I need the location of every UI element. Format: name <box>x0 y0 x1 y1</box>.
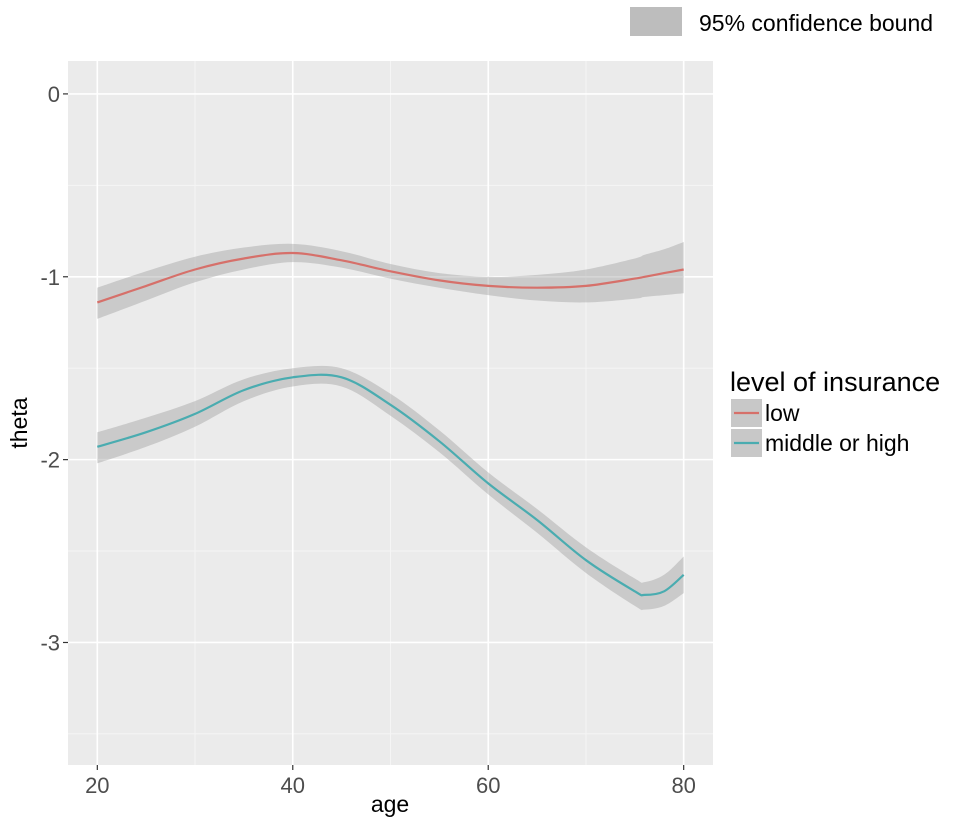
axis-tick-labels: 20 40 60 80 0 -1 -2 -3 <box>40 82 695 798</box>
band-legend-key <box>630 7 682 36</box>
band-legend: 95% confidence bound <box>630 7 933 36</box>
legend-label-low: low <box>765 400 800 426</box>
y-axis-title: theta <box>6 397 32 448</box>
y-tick-label: 0 <box>48 82 60 107</box>
x-tick-label: 40 <box>281 773 305 798</box>
x-tick-label: 20 <box>85 773 109 798</box>
legend-title: level of insurance <box>730 367 940 397</box>
series-legend: level of insurance low middle or high <box>730 367 940 457</box>
series-line-low <box>96 251 684 304</box>
series-line-middle-or-high <box>96 373 685 597</box>
y-tick-label: -1 <box>40 265 60 290</box>
axis-ticks <box>63 93 685 770</box>
confidence-band-low <box>97 242 684 319</box>
x-axis-title: age <box>371 791 409 817</box>
legend-label-middle-or-high: middle or high <box>765 430 909 456</box>
series-lines <box>96 251 685 597</box>
minor-gridlines <box>68 61 713 765</box>
x-tick-label: 80 <box>671 773 695 798</box>
x-tick-label: 60 <box>476 773 500 798</box>
major-gridlines <box>68 61 713 765</box>
y-tick-label: -3 <box>40 630 60 655</box>
y-tick-label: -2 <box>40 448 60 473</box>
band-legend-label: 95% confidence bound <box>699 10 933 36</box>
